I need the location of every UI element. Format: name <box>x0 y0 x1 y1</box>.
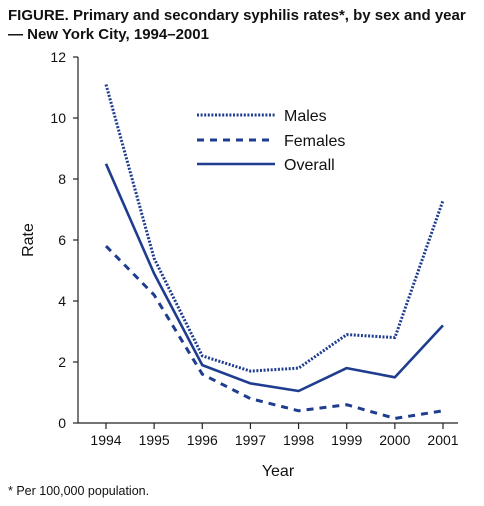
y-tick-label: 0 <box>58 415 66 431</box>
footnote: * Per 100,000 population. <box>8 484 150 498</box>
legend-label-males: Males <box>284 108 327 125</box>
y-tick-label: 12 <box>50 49 66 65</box>
series-line-males <box>104 84 445 373</box>
x-tick-label: 1996 <box>187 432 218 448</box>
y-tick-label: 6 <box>58 232 66 248</box>
y-tick-label: 10 <box>50 110 66 126</box>
x-tick-label: 1998 <box>283 432 314 448</box>
x-tick-label: 1999 <box>331 432 362 448</box>
figure-title: FIGURE. Primary and secondary syphilis r… <box>8 7 466 43</box>
x-axis-title: Year <box>262 463 295 480</box>
x-tick-label: 1997 <box>235 432 266 448</box>
series-line-females <box>104 245 444 420</box>
y-tick-label: 8 <box>58 171 66 187</box>
chart-axes: 0 2 4 6 8 10 12 1994 1995 1996 1997 1998 1999 2000 200… <box>20 49 459 480</box>
legend-label-overall: Overall <box>284 157 335 174</box>
x-tick-label: 1994 <box>90 432 121 448</box>
x-tick-label: 2000 <box>379 432 410 448</box>
x-tick-label: 1995 <box>139 432 170 448</box>
x-tick-label: 2001 <box>427 432 458 448</box>
chart-series <box>104 84 445 420</box>
y-tick-label: 2 <box>58 354 66 370</box>
series-line-overall <box>104 163 444 393</box>
y-axis-title: Rate <box>20 223 37 257</box>
legend-label-females: Females <box>284 133 345 150</box>
chart-legend: Males Females Overall <box>197 108 345 174</box>
y-tick-label: 4 <box>58 293 66 309</box>
